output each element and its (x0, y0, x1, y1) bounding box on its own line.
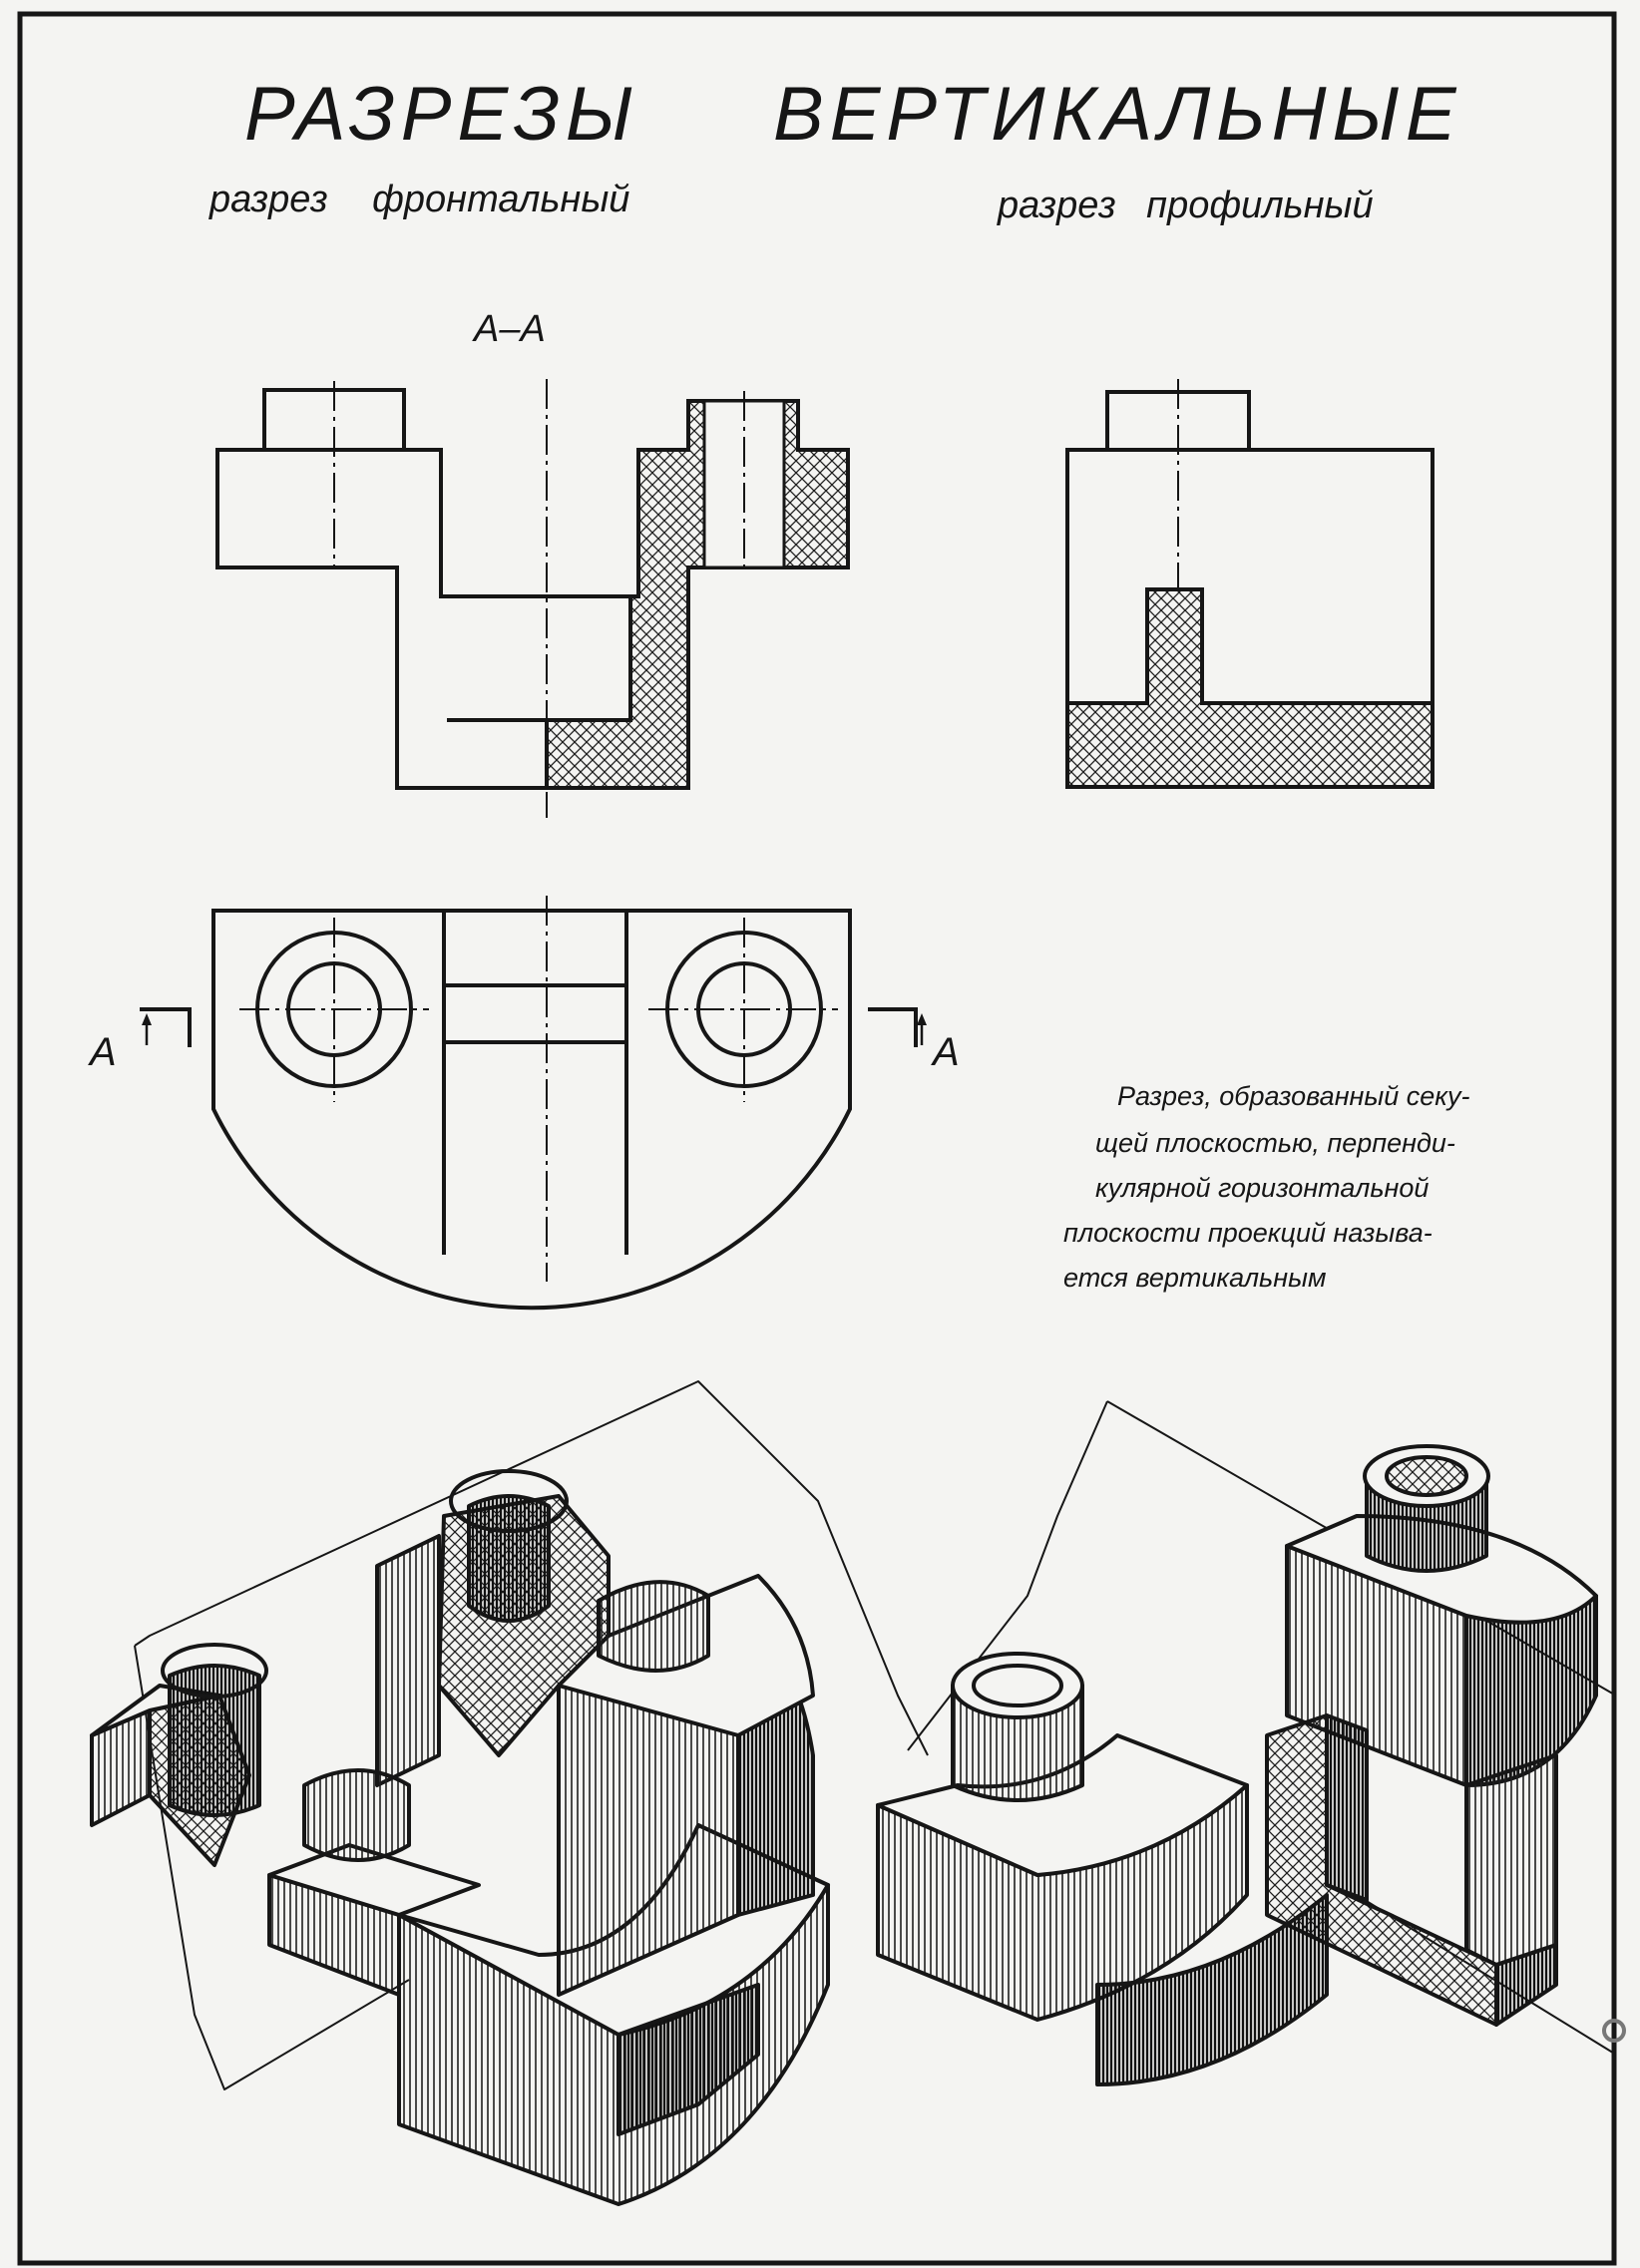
title-left: РАЗРЕЗЫ (244, 72, 638, 157)
profile-section-view (1065, 379, 1435, 789)
isometric-frontal-cut (90, 1380, 929, 2206)
iso-right-front-boss-top (951, 1652, 1084, 1719)
iso-right-rib-side (1325, 1713, 1369, 1902)
iso-left-left-bore (168, 1664, 261, 1817)
frontal-center-lines (333, 379, 745, 818)
iso-left-left-ring (161, 1643, 268, 1699)
frontal-section-hatch (545, 399, 750, 790)
iso-right-back-boss-hole (1385, 1455, 1468, 1497)
definition-text: Разрез, образованный секу- щей плоскость… (1063, 1081, 1470, 1293)
pin-hole (1602, 2019, 1626, 2043)
definition-line-2: щей плоскостью, перпенди- (1095, 1128, 1455, 1158)
definition-line-1: Разрез, образованный секу- (1117, 1081, 1470, 1111)
iso-left-notch (616, 1983, 760, 2136)
iso-right-front-boss-hole (972, 1664, 1063, 1707)
subtitle-profile: разрез профильный (997, 185, 1374, 226)
plan-outline (211, 909, 852, 1311)
iso-right-wall (1464, 1753, 1558, 1967)
iso-left-section-plane-2 (134, 1645, 410, 2090)
iso-left-tower-bore (467, 1494, 551, 1623)
iso-left-small-ring (597, 1580, 710, 1673)
iso-left-small-ring-2 (302, 1768, 411, 1862)
definition-line-3: кулярной горизонтальной (1095, 1173, 1429, 1203)
profile-hatch (1065, 587, 1435, 789)
isometric-profile-cut (876, 1400, 1617, 2086)
cut-marker-left-label: А (88, 1030, 117, 1074)
section-label: А–А (472, 308, 546, 350)
iso-left-section-plane (134, 1380, 929, 1756)
iso-left-tower-front (375, 1534, 441, 1787)
definition-line-4: плоскости проекций называ- (1063, 1218, 1433, 1248)
title-right: ВЕРТИКАЛЬНЫЕ (773, 72, 1462, 157)
iso-left-tower-ring (449, 1469, 569, 1533)
iso-right-lower-curve (1095, 1893, 1329, 2086)
cut-marker-left (140, 1007, 192, 1047)
sheet-frame (17, 11, 1617, 2266)
cut-marker-right-label: А (931, 1030, 960, 1074)
cut-marker-right (868, 1007, 927, 1047)
plan-center-lines (239, 896, 838, 1282)
definition-line-5: ется вертикальным (1063, 1263, 1327, 1293)
subtitle-frontal: разрез фронтальный (208, 179, 629, 220)
